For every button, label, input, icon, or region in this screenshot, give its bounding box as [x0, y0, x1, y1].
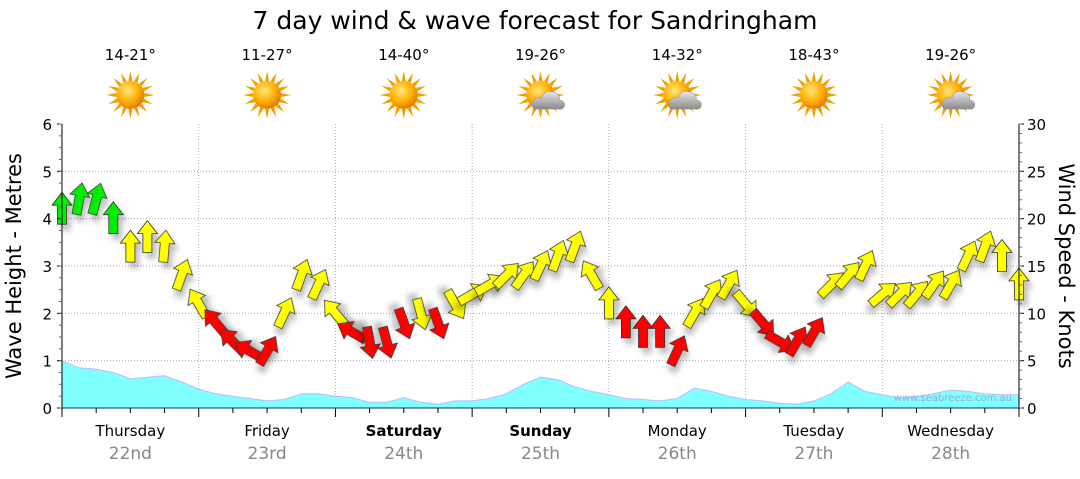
wind-arrow [716, 269, 740, 301]
y2-tick-label: 5 [1027, 353, 1037, 371]
day-label: Wednesday [907, 422, 994, 440]
partly-cloudy-icon [653, 71, 702, 119]
temperature-range: 14-21° [105, 46, 156, 64]
y-tick-label: 5 [42, 163, 52, 181]
partly-cloudy-icon [516, 71, 565, 119]
y2-tick-label: 15 [1027, 258, 1046, 276]
y-tick-label: 0 [42, 400, 52, 418]
date-label: 22nd [109, 444, 152, 464]
wind-arrow [291, 258, 313, 292]
wind-arrow [255, 335, 279, 367]
wind-arrow [102, 201, 125, 235]
wind-arrow [428, 306, 450, 340]
y-tick-label: 3 [42, 258, 52, 276]
day-label: Sunday [509, 422, 572, 440]
y-tick-label: 4 [42, 211, 52, 229]
sun-icon [243, 71, 292, 119]
sun-icon [379, 71, 428, 119]
wind-arrow [273, 297, 296, 330]
wind-arrow [564, 230, 587, 264]
y2-tick-label: 20 [1027, 211, 1046, 229]
wind-arrow [359, 325, 381, 360]
day-label: Saturday [366, 422, 443, 440]
y2-tick-label: 10 [1027, 305, 1046, 323]
wind-arrow [682, 298, 706, 330]
temperature-range: 14-40° [378, 46, 429, 64]
wind-arrow [119, 229, 142, 263]
wind-arrow [377, 325, 399, 359]
day-label: Tuesday [782, 422, 844, 440]
wind-arrow [307, 268, 330, 301]
sun-icon [789, 71, 838, 119]
day-label: Monday [648, 422, 707, 440]
date-label: 28th [931, 444, 970, 464]
y-axis-label: Wave Height - Metres [2, 153, 26, 379]
watermark: www.seabreeze.com.au [894, 393, 1012, 404]
wind-arrow [801, 317, 826, 349]
wind-arrow [69, 182, 91, 216]
wind-arrow [393, 306, 416, 340]
wind-arrow [86, 182, 108, 216]
wind-arrow [991, 238, 1013, 272]
temperature-range: 18-43° [788, 46, 839, 64]
wind-arrow [649, 314, 671, 348]
wind-arrow [666, 335, 689, 368]
day-label: Friday [244, 422, 290, 440]
date-label: 23rd [248, 444, 287, 464]
wind-arrow [171, 258, 193, 292]
wind-arrow [598, 286, 620, 320]
partly-cloudy-icon [926, 71, 976, 119]
wind-arrow [731, 288, 757, 318]
temperature-range: 14-32° [652, 46, 703, 64]
y-tick-label: 1 [42, 353, 52, 371]
date-label: 25th [521, 444, 560, 464]
date-label: 24th [384, 444, 423, 464]
date-label: 27th [794, 444, 833, 464]
wind-arrow [764, 329, 796, 353]
day-label: Thursday [94, 422, 165, 440]
wind-arrow [632, 314, 654, 348]
y-tick-label: 2 [42, 305, 52, 323]
wind-arrow [938, 269, 962, 301]
sun-icon [106, 71, 155, 119]
wind-arrow [580, 260, 604, 292]
wave-height-area [61, 359, 1020, 409]
wind-arrow [854, 249, 877, 283]
wind-arrow [615, 305, 637, 339]
chart-title: 7 day wind & wave forecast for Sandringh… [253, 6, 818, 35]
wind-arrow [974, 230, 997, 264]
wind-arrow [749, 307, 775, 337]
y2-tick-label: 25 [1027, 163, 1046, 181]
wind-arrow [136, 219, 159, 254]
wind-arrow [920, 270, 945, 301]
temperature-range: 19-26° [515, 46, 566, 64]
y2-tick-label: 0 [1027, 400, 1037, 418]
wind-arrow [154, 229, 176, 263]
y2-axis-label: Wind Speed - Knots [1054, 163, 1078, 368]
temperature-range: 19-26° [925, 46, 976, 64]
date-label: 26th [658, 444, 697, 464]
y2-tick-label: 30 [1027, 116, 1046, 134]
temperature-range: 11-27° [242, 46, 293, 64]
y-tick-label: 6 [42, 116, 52, 134]
